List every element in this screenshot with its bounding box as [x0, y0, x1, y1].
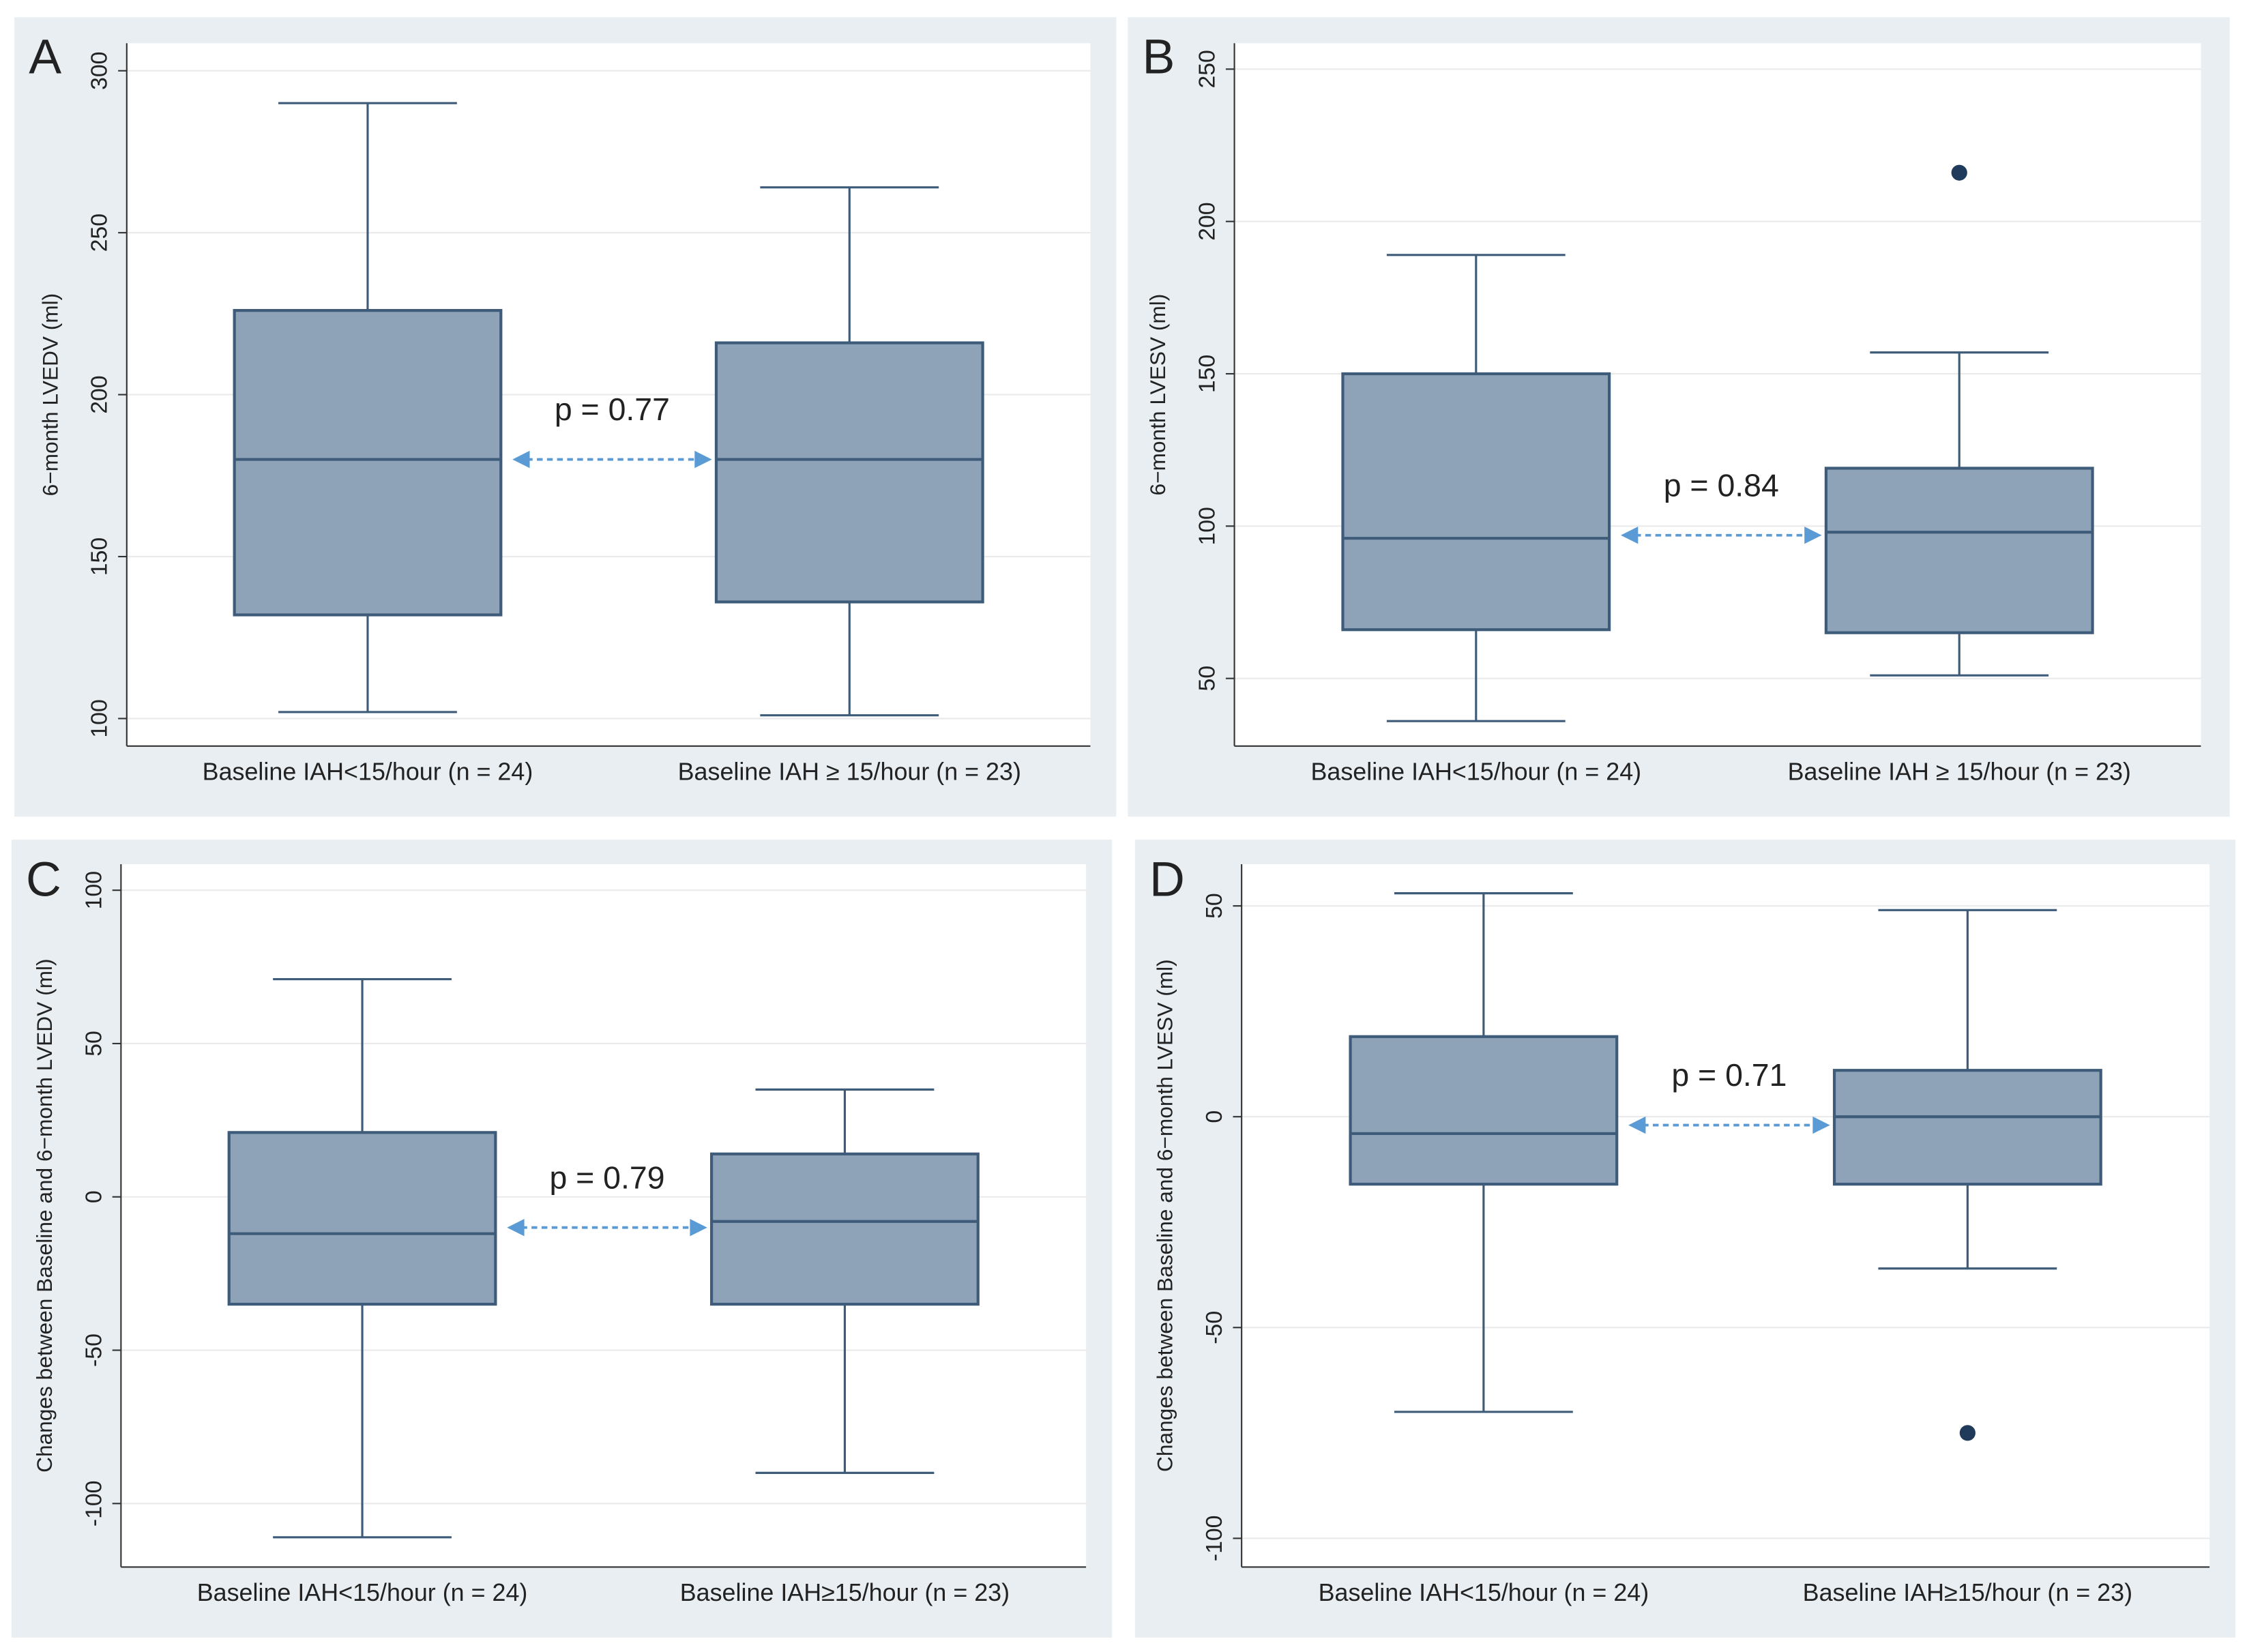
x-tick-label: Baseline IAH≥15/hour (n = 23) — [680, 1579, 1010, 1606]
y-tick-label: 150 — [87, 537, 113, 576]
y-tick-label: 100 — [87, 699, 113, 737]
x-tick-label: Baseline IAH<15/hour (n = 24) — [1319, 1579, 1649, 1606]
outlier — [1959, 1425, 1976, 1441]
box — [233, 309, 503, 617]
box — [709, 1152, 980, 1306]
y-tick-label: 0 — [1201, 1110, 1227, 1123]
y-tick-label: -100 — [80, 1481, 106, 1527]
arrow-head — [507, 1219, 525, 1237]
y-tick-label: 50 — [1201, 893, 1227, 919]
y-tick-label: 300 — [87, 52, 113, 90]
panel-label: A — [29, 30, 61, 85]
x-tick-label: Baseline IAH ≥ 15/hour (n = 23) — [678, 758, 1021, 785]
arrow-head — [1804, 527, 1822, 544]
x-tick-label: Baseline IAH<15/hour (n = 24) — [203, 758, 533, 785]
y-tick-label: 250 — [87, 213, 113, 252]
x-tick-label: Baseline IAH<15/hour (n = 24) — [1310, 758, 1641, 785]
box — [1341, 372, 1611, 632]
arrow-head — [1628, 1116, 1646, 1134]
arrow-head — [694, 450, 712, 469]
box — [1824, 467, 2094, 634]
box — [227, 1131, 497, 1306]
y-axis-label: 6−month LVEDV (ml) — [38, 293, 62, 497]
p-value-annotation: p = 0.84 — [1664, 467, 1779, 503]
box — [714, 341, 984, 604]
p-value-annotation: p = 0.79 — [549, 1160, 664, 1195]
y-axis-label: 6−month LVESV (ml) — [1145, 294, 1170, 496]
y-tick-label: 100 — [80, 871, 106, 909]
y-tick-label: -50 — [80, 1333, 106, 1367]
y-axis-label: Changes between Baseline and 6−month LVE… — [32, 958, 57, 1472]
x-tick-label: Baseline IAH≥15/hour (n = 23) — [1803, 1579, 2132, 1606]
plot-area — [1242, 864, 2210, 1567]
y-axis-label: Changes between Baseline and 6−month LVE… — [1153, 959, 1177, 1472]
y-tick-label: 50 — [1194, 666, 1220, 692]
x-tick-label: Baseline IAH ≥ 15/hour (n = 23) — [1788, 758, 2131, 785]
arrow-head — [512, 450, 530, 469]
arrow-head — [1621, 527, 1639, 544]
outlier — [1951, 164, 1967, 181]
y-tick-label: 200 — [87, 375, 113, 413]
box — [1349, 1035, 1619, 1186]
y-tick-label: 50 — [80, 1031, 106, 1057]
y-tick-label: -50 — [1201, 1311, 1227, 1344]
arrow-head — [1812, 1116, 1830, 1134]
arrow-head — [690, 1219, 707, 1237]
y-tick-label: 0 — [80, 1190, 106, 1203]
panel-label: D — [1149, 852, 1185, 906]
y-tick-label: 150 — [1194, 355, 1220, 393]
p-value-annotation: p = 0.71 — [1671, 1057, 1787, 1093]
y-tick-label: 200 — [1194, 202, 1220, 240]
panel-label: C — [26, 852, 61, 906]
panel-label: B — [1142, 30, 1175, 85]
y-tick-label: 250 — [1194, 50, 1220, 88]
y-tick-label: -100 — [1201, 1516, 1227, 1562]
y-tick-label: 100 — [1194, 507, 1220, 545]
p-value-annotation: p = 0.77 — [555, 392, 670, 427]
x-tick-label: Baseline IAH<15/hour (n = 24) — [197, 1579, 528, 1606]
box — [1832, 1069, 2102, 1186]
